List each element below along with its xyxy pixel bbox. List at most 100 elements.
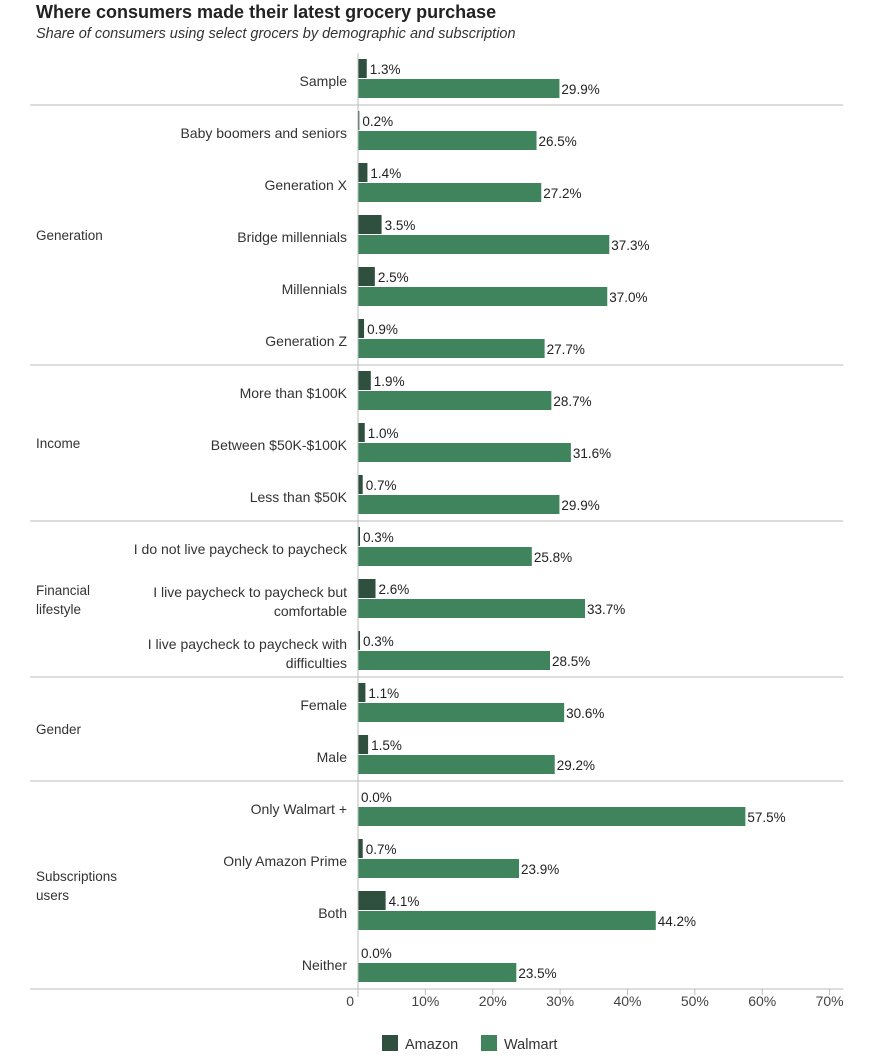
data-label-amazon: 0.3%: [363, 634, 394, 649]
group-label: users: [36, 888, 69, 903]
data-label-amazon: 1.0%: [368, 426, 399, 441]
data-label-amazon: 0.3%: [363, 530, 394, 545]
data-label-amazon: 1.4%: [370, 166, 401, 181]
group-label: Generation: [36, 228, 103, 243]
category-label: Only Walmart +: [251, 801, 347, 817]
data-label-amazon: 1.3%: [370, 62, 401, 77]
data-label-walmart: 27.2%: [543, 186, 581, 201]
data-label-amazon: 4.1%: [389, 894, 420, 909]
category-label: Sample: [300, 73, 348, 89]
category-label: More than $100K: [240, 385, 348, 401]
category-label: Less than $50K: [250, 489, 348, 505]
x-tick-label: 30%: [546, 993, 574, 1009]
data-label-amazon: 1.9%: [374, 374, 405, 389]
data-label-walmart: 25.8%: [534, 550, 572, 565]
category-label: Female: [300, 697, 347, 713]
bar-walmart: [358, 235, 610, 254]
data-label-amazon: 0.0%: [361, 790, 392, 805]
bar-walmart: [358, 547, 532, 566]
category-label: Baby boomers and seniors: [180, 125, 347, 141]
bar-walmart: [358, 443, 571, 462]
data-label-walmart: 27.7%: [547, 342, 585, 357]
data-label-walmart: 23.5%: [518, 966, 556, 981]
bar-walmart: [358, 183, 542, 202]
category-label: I live paycheck to paycheck with: [148, 636, 347, 652]
bar-amazon: [358, 735, 369, 754]
x-tick-label: 0: [346, 993, 354, 1009]
bar-walmart: [358, 755, 555, 774]
category-label: Male: [317, 749, 348, 765]
category-label: Bridge millennials: [237, 229, 347, 245]
category-label: Millennials: [282, 281, 347, 297]
legend-label-walmart: Walmart: [504, 1037, 557, 1053]
category-label: Generation X: [265, 177, 348, 193]
category-label: comfortable: [274, 603, 347, 619]
bar-walmart: [358, 339, 545, 358]
data-label-amazon: 0.7%: [366, 842, 397, 857]
bar-walmart: [358, 807, 746, 826]
data-label-walmart: 29.9%: [561, 82, 599, 97]
data-label-amazon: 0.2%: [362, 114, 393, 129]
x-tick-label: 40%: [613, 993, 641, 1009]
bar-walmart: [358, 495, 560, 514]
bar-walmart: [358, 703, 565, 722]
bar-amazon: [358, 267, 375, 286]
group-label: Subscriptions: [36, 869, 117, 884]
chart-title: Where consumers made their latest grocer…: [36, 2, 497, 22]
bar-walmart: [358, 599, 586, 618]
data-label-walmart: 29.9%: [561, 498, 599, 513]
bar-amazon: [358, 371, 371, 390]
bar-amazon: [358, 891, 386, 910]
bar-amazon: [358, 631, 361, 650]
data-label-amazon: 0.0%: [361, 946, 392, 961]
category-label: Neither: [302, 957, 347, 973]
x-tick-label: 70%: [816, 993, 844, 1009]
bar-amazon: [358, 527, 361, 546]
x-tick-label: 60%: [748, 993, 776, 1009]
x-tick-label: 20%: [479, 993, 507, 1009]
bar-walmart: [358, 79, 560, 98]
category-label: I do not live paycheck to paycheck: [134, 541, 348, 557]
bar-amazon: [358, 59, 367, 78]
bar-amazon: [358, 423, 365, 442]
bar-walmart: [358, 911, 656, 930]
bar-walmart: [358, 859, 520, 878]
group-label: Financial: [36, 583, 90, 598]
bar-amazon: [358, 839, 363, 858]
bar-amazon: [358, 111, 360, 130]
data-label-walmart: 44.2%: [658, 914, 696, 929]
x-tick-label: 10%: [411, 993, 439, 1009]
bar-amazon: [358, 579, 376, 598]
data-label-walmart: 30.6%: [566, 706, 604, 721]
data-label-amazon: 3.5%: [385, 218, 416, 233]
bar-walmart: [358, 287, 608, 306]
data-label-walmart: 33.7%: [587, 602, 625, 617]
chart-subtitle: Share of consumers using select grocers …: [36, 26, 516, 42]
data-label-amazon: 2.6%: [379, 582, 410, 597]
bar-walmart: [358, 651, 551, 670]
data-label-walmart: 29.2%: [557, 758, 595, 773]
data-label-walmart: 31.6%: [573, 446, 611, 461]
legend-swatch-walmart: [481, 1035, 497, 1051]
bar-amazon: [358, 683, 366, 702]
category-label: Only Amazon Prime: [223, 853, 347, 869]
data-label-walmart: 37.3%: [611, 238, 649, 253]
data-label-walmart: 28.7%: [553, 394, 591, 409]
legend-label-amazon: Amazon: [405, 1037, 458, 1053]
bar-walmart: [358, 963, 517, 982]
category-label: Both: [318, 905, 347, 921]
group-label: Income: [36, 436, 80, 451]
data-label-amazon: 1.5%: [371, 738, 402, 753]
bar-amazon: [358, 215, 382, 234]
category-label: Generation Z: [265, 333, 347, 349]
data-label-walmart: 28.5%: [552, 654, 590, 669]
bar-amazon: [358, 319, 365, 338]
data-label-walmart: 57.5%: [747, 810, 785, 825]
data-label-amazon: 1.1%: [368, 686, 399, 701]
x-tick-label: 50%: [681, 993, 709, 1009]
data-label-walmart: 23.9%: [521, 862, 559, 877]
group-label: Gender: [36, 722, 82, 737]
bar-walmart: [358, 391, 552, 410]
